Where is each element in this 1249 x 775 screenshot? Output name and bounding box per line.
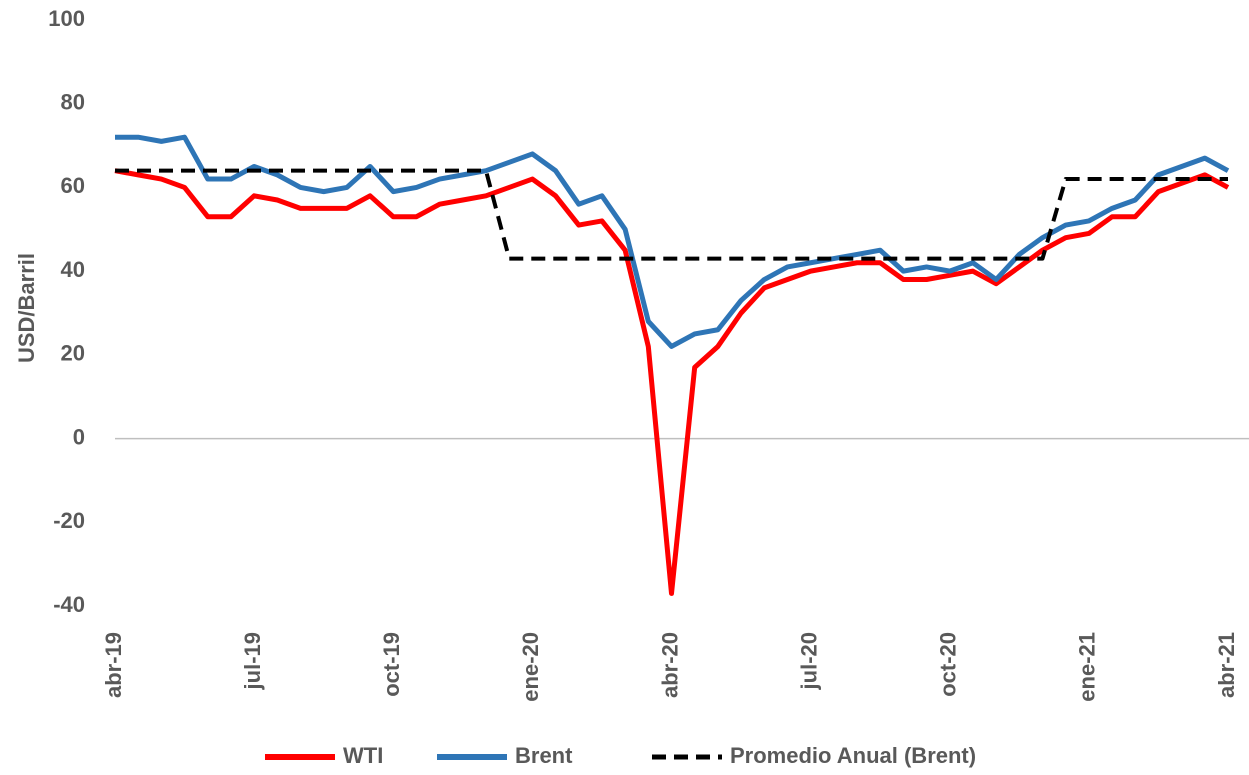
series-line [115, 134, 1230, 349]
y-tick-label: 100 [48, 6, 85, 31]
y-tick-label: 80 [61, 90, 85, 115]
y-tick-label: -40 [53, 592, 85, 617]
x-tick-label: abr-20 [657, 632, 682, 698]
x-tick-label: jul-20 [796, 632, 821, 690]
x-tick-label: abr-21 [1214, 632, 1239, 698]
x-tick-label: ene-21 [1075, 632, 1100, 702]
x-tick-label: oct-20 [936, 632, 961, 697]
legend-label: Promedio Anual (Brent) [730, 743, 976, 768]
y-axis-label: USD/Barril [14, 253, 39, 363]
series-line [115, 168, 1228, 261]
x-tick-label: oct-19 [379, 632, 404, 697]
y-tick-label: 0 [73, 424, 85, 449]
legend-label: WTI [343, 743, 383, 768]
y-tick-label: -20 [53, 508, 85, 533]
x-tick-label: ene-20 [518, 632, 543, 702]
y-tick-label: 40 [61, 257, 85, 282]
x-tick-label: abr-19 [101, 632, 126, 698]
series-line [114, 168, 1230, 596]
legend-label: Brent [515, 743, 573, 768]
x-tick-label: jul-19 [240, 632, 265, 690]
y-tick-label: 60 [61, 173, 85, 198]
y-tick-label: 20 [61, 341, 85, 366]
